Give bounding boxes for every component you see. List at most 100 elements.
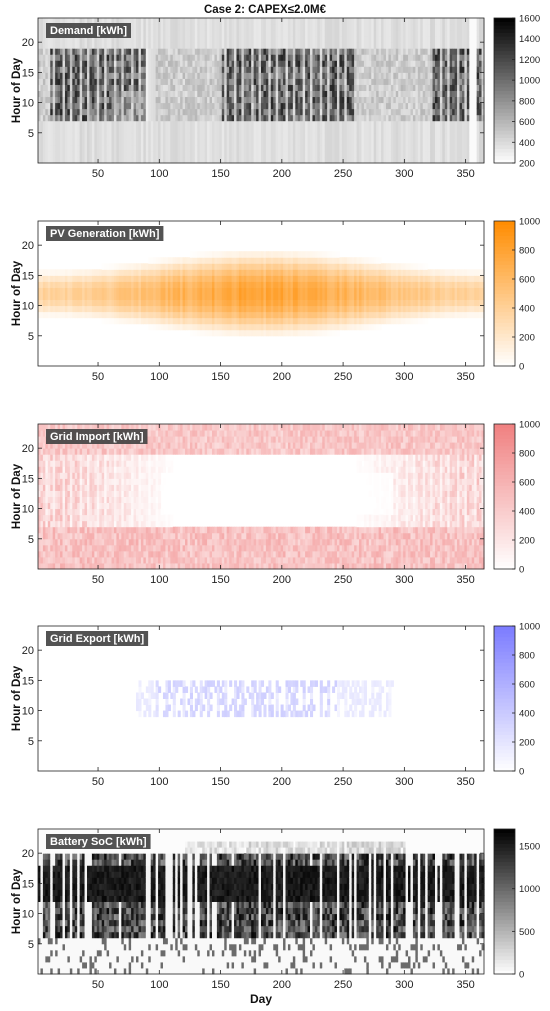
heatmap-cell (238, 120, 242, 128)
heatmap-cell (145, 114, 149, 122)
heatmap-cell (52, 150, 56, 158)
heatmap-cell (192, 90, 196, 98)
heatmap-cell (258, 42, 262, 49)
heatmap-cell (199, 78, 203, 85)
heatmap-cell (143, 18, 147, 25)
heatmap-cell (229, 78, 233, 85)
heatmap-cell (62, 42, 66, 49)
colorbar-step (494, 141, 515, 146)
heatmap-cell (72, 150, 76, 158)
heatmap-cell (204, 24, 208, 31)
heatmap-cell (209, 156, 213, 164)
colorbar-step (494, 97, 515, 102)
heatmap-cell (165, 126, 169, 134)
heatmap-cell (207, 30, 211, 37)
heatmap-cell (57, 84, 61, 91)
heatmap-cell (158, 90, 162, 98)
heatmap-cell (109, 108, 113, 116)
heatmap-cell (216, 72, 220, 79)
heatmap-cell (199, 126, 203, 134)
heatmap-cell (172, 24, 176, 31)
heatmap-cell (229, 132, 233, 140)
heatmap-cell (165, 144, 169, 152)
heatmap-cell (60, 66, 64, 73)
heatmap-cell (106, 36, 110, 43)
heatmap-cell (167, 132, 171, 140)
heatmap-cell (187, 78, 191, 85)
heatmap-cell (209, 138, 213, 146)
heatmap-cell (160, 78, 164, 85)
heatmap-cell (60, 132, 64, 140)
heatmap-cell (241, 126, 245, 134)
heatmap-cell (106, 66, 110, 73)
heatmap-cell (243, 84, 247, 91)
heatmap-cell (99, 96, 103, 104)
heatmap-cell (185, 150, 189, 158)
heatmap-cell (290, 144, 294, 152)
colorbar-step (494, 144, 515, 149)
heatmap-cell (94, 78, 98, 85)
heatmap-cell (229, 138, 233, 146)
heatmap-cell (241, 144, 245, 152)
heatmap-cell (67, 60, 71, 67)
heatmap-cell (251, 48, 255, 55)
heatmap-cell (87, 18, 91, 25)
heatmap-cell (175, 102, 179, 110)
heatmap-cell (165, 102, 169, 110)
heatmap-cell (57, 36, 61, 43)
heatmap-cell (67, 126, 71, 134)
heatmap-cell (280, 24, 284, 31)
heatmap-cell (99, 66, 103, 73)
heatmap-cell (177, 84, 181, 91)
heatmap-cell (45, 54, 49, 61)
heatmap-cell (300, 102, 304, 110)
heatmap-cell (238, 42, 242, 49)
heatmap-cell (79, 36, 83, 43)
heatmap-cell (180, 150, 184, 158)
heatmap-cell (224, 102, 228, 110)
heatmap-cell (202, 36, 206, 43)
heatmap-cell (91, 102, 95, 110)
colorbar-step (494, 57, 515, 62)
heatmap-cell (241, 72, 245, 79)
heatmap-cell (307, 48, 311, 55)
heatmap-cell (292, 78, 296, 85)
heatmap-cell (238, 150, 242, 158)
heatmap-cell (253, 102, 257, 110)
heatmap-cell (79, 54, 83, 61)
heatmap-cell (148, 60, 152, 67)
heatmap-cell (297, 78, 301, 85)
heatmap-cell (283, 144, 287, 152)
heatmap-cell (248, 96, 252, 104)
heatmap-cell (121, 144, 125, 152)
heatmap-cell (89, 18, 93, 25)
heatmap-cell (224, 114, 228, 122)
heatmap-cell (150, 48, 154, 55)
heatmap-cell (116, 132, 120, 140)
heatmap-cell (246, 24, 250, 31)
heatmap-cell (42, 90, 46, 98)
heatmap-cell (192, 102, 196, 110)
heatmap-cell (226, 54, 230, 61)
heatmap-cell (140, 30, 144, 37)
heatmap-cell (38, 24, 42, 31)
heatmap-cell (292, 60, 296, 67)
heatmap-cell (180, 18, 184, 25)
heatmap-cell (155, 66, 159, 73)
heatmap-cell (143, 84, 147, 91)
heatmap-cell (133, 60, 137, 67)
heatmap-cell (145, 138, 149, 146)
heatmap-cell (236, 156, 240, 164)
heatmap-cell (229, 96, 233, 104)
heatmap-cell (165, 84, 169, 91)
heatmap-cell (185, 156, 189, 164)
heatmap-cell (40, 54, 44, 61)
heatmap-cell (263, 114, 267, 122)
heatmap-cell (52, 84, 56, 91)
heatmap-cell (283, 156, 287, 164)
heatmap-cell (138, 132, 142, 140)
heatmap-cell (292, 96, 296, 104)
heatmap-cell (194, 42, 198, 49)
heatmap-cell (287, 114, 292, 122)
heatmap-cell (118, 102, 122, 110)
